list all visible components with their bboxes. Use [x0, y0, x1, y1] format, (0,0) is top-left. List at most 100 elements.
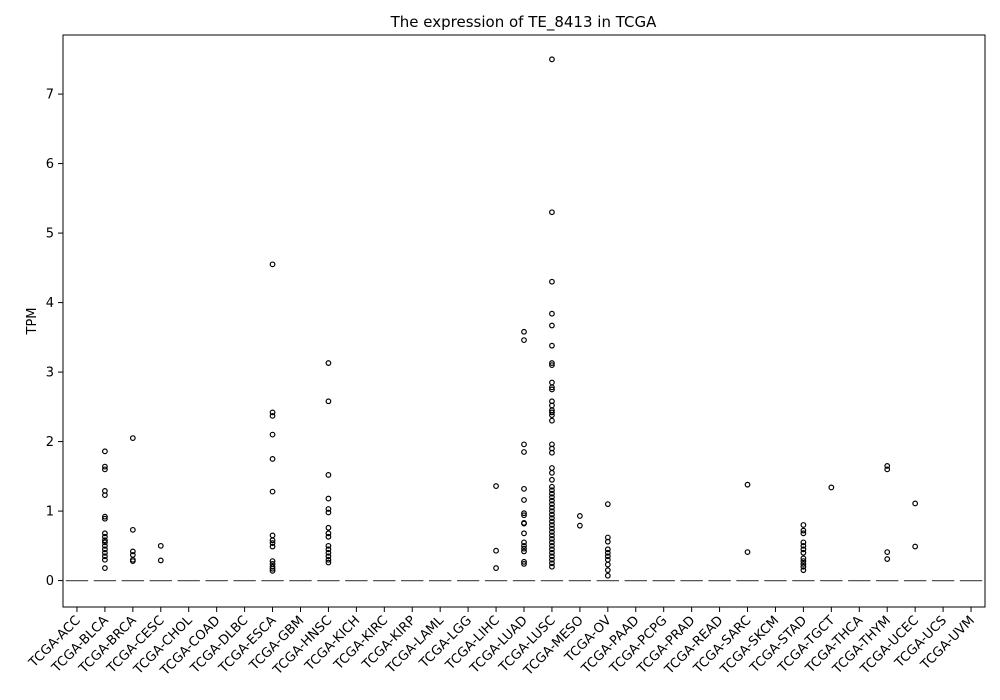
outlier-point	[800, 567, 807, 574]
outlier-point	[744, 549, 751, 555]
outlier-point	[325, 530, 332, 537]
outlier-point	[549, 525, 555, 532]
outlier-point	[325, 546, 332, 553]
outlier-point	[269, 488, 276, 495]
outlier-point	[521, 328, 527, 335]
outlier-point	[102, 549, 108, 556]
outlier-point	[269, 537, 276, 544]
outlier-point	[549, 360, 555, 366]
outlier-point	[549, 556, 555, 563]
outlier-point	[549, 546, 555, 553]
outlier-point	[604, 572, 611, 579]
y-tick-label: 1	[46, 505, 54, 520]
outlier-point	[549, 384, 555, 391]
outlier-point	[800, 527, 807, 534]
outlier-point	[800, 539, 807, 546]
outlier-point	[129, 548, 136, 555]
outlier-point	[549, 497, 555, 504]
outlier-point	[269, 543, 276, 550]
outlier-point	[828, 484, 835, 491]
outlier-point	[269, 532, 276, 539]
outlier-point	[521, 449, 527, 455]
outlier-point	[549, 310, 555, 317]
outlier-point	[102, 542, 108, 549]
outlier-point	[549, 532, 555, 539]
outlier-point	[325, 360, 332, 366]
outlier-point	[549, 379, 555, 386]
outlier-point	[549, 386, 555, 393]
outlier-point	[269, 431, 276, 438]
outlier-point	[157, 542, 164, 549]
outlier-point	[576, 513, 583, 519]
outlier-point	[269, 261, 276, 268]
outlier-point	[325, 533, 332, 540]
outlier-point	[102, 546, 108, 553]
outlier-point	[102, 537, 108, 544]
outlier-point	[102, 553, 108, 560]
outlier-point	[521, 337, 527, 344]
outlier-point	[604, 546, 611, 553]
outlier-point	[549, 465, 555, 471]
outlier-point	[549, 494, 555, 501]
outlier-point	[493, 565, 499, 571]
outlier-point	[521, 561, 527, 567]
outlier-point	[325, 398, 332, 405]
outlier-point	[549, 549, 555, 556]
outlier-point	[493, 483, 499, 489]
outlier-point	[800, 549, 807, 556]
outlier-point	[521, 542, 527, 549]
outlier-point	[102, 539, 108, 546]
outlier-point	[102, 565, 108, 571]
outlier-point	[129, 435, 136, 442]
outlier-point	[800, 542, 807, 549]
outlier-point	[800, 558, 807, 565]
outlier-point	[912, 500, 919, 507]
outlier-point	[549, 522, 555, 528]
outlier-point	[549, 515, 555, 521]
outlier-point	[549, 362, 555, 369]
outlier-point	[325, 553, 332, 560]
outlier-point	[800, 563, 807, 570]
outlier-point	[102, 463, 108, 470]
outlier-point	[325, 472, 332, 478]
outlier-point	[325, 549, 332, 556]
outlier-point	[325, 495, 332, 502]
outlier-point	[269, 456, 276, 462]
outlier-point	[549, 553, 555, 560]
outlier-point	[325, 506, 332, 512]
outlier-point	[325, 524, 332, 531]
outlier-point	[800, 530, 807, 537]
outlier-point	[744, 481, 751, 488]
outlier-point	[549, 449, 555, 456]
y-tick-label: 6	[46, 157, 54, 172]
outlier-point	[549, 560, 555, 567]
y-axis-label: TPM	[25, 308, 40, 336]
outlier-point	[521, 441, 527, 448]
outlier-point	[604, 567, 611, 574]
outlier-point	[884, 549, 891, 555]
outlier-point	[521, 485, 527, 492]
outlier-point	[102, 513, 108, 520]
outlier-point	[102, 466, 108, 473]
y-tick-label: 3	[46, 366, 54, 381]
outlier-point	[325, 559, 332, 566]
outlier-point	[884, 466, 891, 473]
outlier-point	[521, 510, 527, 517]
outlier-point	[102, 530, 108, 537]
outlier-point	[549, 409, 555, 416]
outlier-point	[102, 533, 108, 540]
outlier-point	[549, 501, 555, 508]
outlier-point	[549, 539, 555, 546]
chart-title: The expression of TE_8413 in TCGA	[390, 13, 657, 32]
y-tick-label: 0	[46, 574, 54, 589]
outlier-point	[549, 209, 555, 216]
outlier-point	[521, 530, 527, 537]
outlier-point	[884, 556, 891, 562]
y-tick-label: 4	[46, 296, 54, 311]
outlier-point	[800, 555, 807, 562]
outlier-point	[549, 529, 555, 535]
outlier-point	[549, 542, 555, 549]
outlier-point	[102, 492, 108, 499]
outlier-point	[325, 556, 332, 563]
